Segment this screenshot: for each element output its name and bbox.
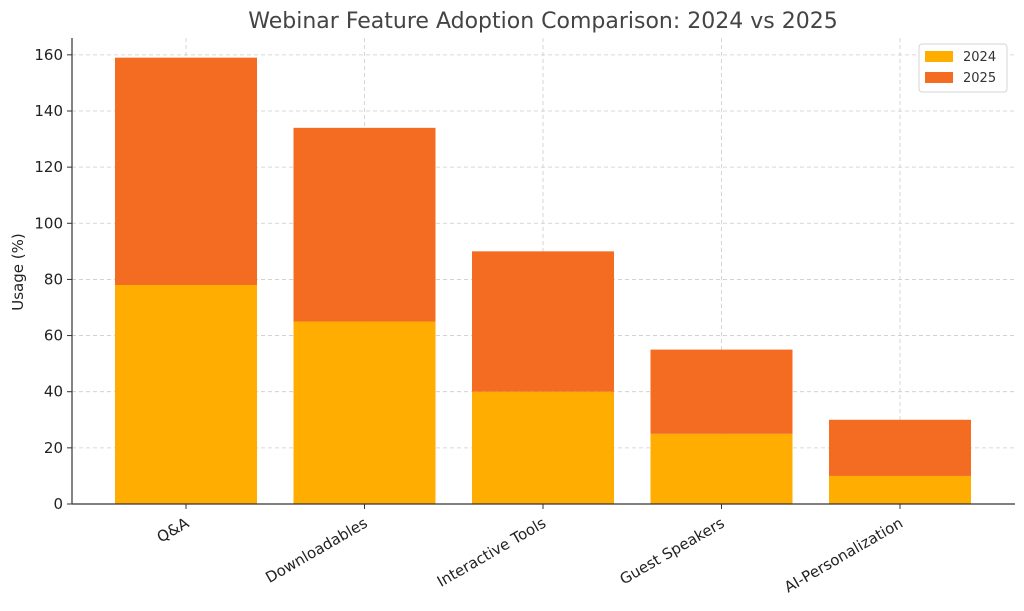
legend-label-2024: 2024 (963, 50, 996, 65)
bar-2025 (472, 251, 614, 392)
x-tick-label: AI-Personalization (781, 514, 906, 597)
legend-swatch-2025 (925, 72, 953, 83)
y-tick-label: 120 (34, 158, 63, 176)
y-tick-label: 0 (53, 495, 63, 513)
x-tick-label: Q&A (154, 514, 193, 547)
legend: 2024 2025 (918, 43, 1008, 93)
bar-2024 (293, 321, 436, 504)
y-tick-label: 140 (34, 102, 63, 120)
y-tick-label: 80 (44, 270, 63, 288)
bar-2025 (115, 57, 257, 286)
x-tick-label: Downloadables (262, 514, 370, 587)
y-ticks: 0 20 40 60 80 100 120 140 160 (34, 46, 72, 513)
y-tick-label: 20 (44, 439, 63, 457)
legend-swatch-2024 (925, 51, 953, 62)
x-ticks: Q&A Downloadables Interactive Tools Guest S… (154, 504, 906, 596)
y-tick-label: 100 (34, 214, 63, 232)
y-tick-label: 160 (34, 46, 63, 64)
bar-2025 (650, 349, 793, 434)
legend-label-2025: 2025 (963, 71, 996, 86)
y-axis-label: Usage (%) (9, 233, 27, 310)
y-tick-label: 60 (44, 327, 63, 345)
bar-2024 (115, 285, 257, 504)
bar-2024 (650, 433, 793, 504)
x-tick-label: Guest Speakers (617, 514, 728, 589)
bars (115, 57, 971, 504)
x-tick-label: Interactive Tools (434, 514, 549, 591)
y-tick-label: 40 (44, 383, 63, 401)
bar-2025 (829, 419, 971, 476)
bar-2024 (472, 391, 614, 504)
bar-2025 (293, 127, 436, 322)
chart-title: Webinar Feature Adoption Comparison: 202… (248, 9, 837, 34)
bar-2024 (829, 475, 971, 504)
